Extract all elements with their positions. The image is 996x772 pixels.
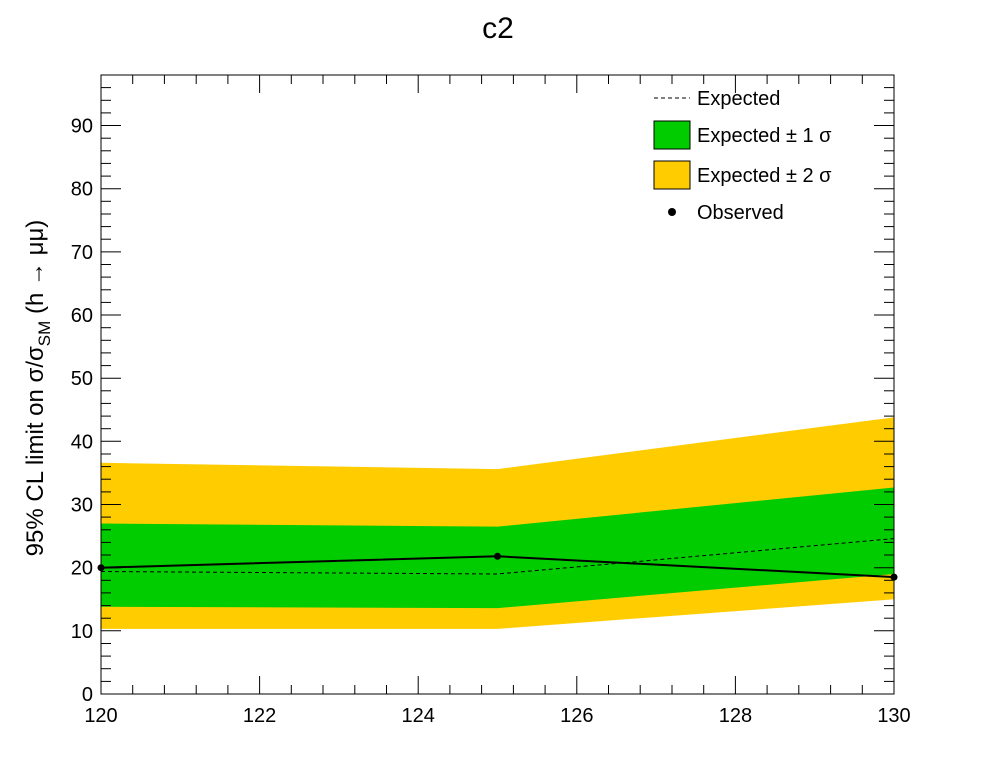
tick-labels: 120 122 124 126 128 130 0 10 20 30 40 50 60 70 80 90 — [71, 116, 911, 728]
plot-frame — [100, 74, 895, 695]
legend: Expected Expected ± 1 σ Expected ± 2 σ Obse… — [653, 88, 832, 224]
y-tick-label: 50 — [71, 368, 93, 390]
y-tick-label: 30 — [71, 495, 93, 517]
y-tick-label: 90 — [71, 116, 93, 138]
expected-line — [100, 538, 895, 575]
y-axis-label-suffix: (h → μμ) — [22, 220, 49, 321]
plot-frame-border — [100, 74, 895, 695]
legend-1sigma-swatch — [653, 120, 691, 150]
legend-observed-marker — [668, 208, 676, 216]
observed-point — [494, 552, 501, 560]
chart-title: c2 — [482, 12, 514, 45]
x-tick-label: 126 — [560, 705, 593, 727]
y-tick-label: 60 — [71, 305, 93, 327]
y-tick-label: 80 — [71, 179, 93, 201]
y-axis-label-main: 95% CL limit on σ/σ — [22, 346, 49, 556]
y-tick-label: 10 — [71, 621, 93, 643]
bands-layer — [101, 417, 894, 629]
y-tick-label: 20 — [71, 558, 93, 580]
y-axis-label-subscript: SM — [35, 321, 54, 347]
legend-label: Expected — [697, 88, 780, 110]
y-tick-label: 70 — [71, 242, 93, 264]
axis-ticks — [100, 74, 895, 695]
band-1sigma — [101, 487, 894, 609]
legend-label: Expected ± 2 σ — [697, 165, 832, 187]
legend-label: Observed — [697, 202, 784, 224]
y-axis-label: 95% CL limit on σ/σSM (h → μμ) — [22, 220, 54, 557]
x-tick-label: 130 — [877, 705, 910, 727]
x-tick-label: 122 — [243, 705, 276, 727]
y-tick-label: 40 — [71, 431, 93, 453]
legend-label: Expected ± 1 σ — [697, 125, 832, 147]
legend-2sigma-swatch — [653, 160, 691, 190]
x-tick-label: 124 — [402, 705, 435, 727]
x-tick-label: 128 — [719, 705, 752, 727]
x-tick-label: 120 — [84, 705, 117, 727]
y-tick-label: 0 — [82, 684, 93, 706]
